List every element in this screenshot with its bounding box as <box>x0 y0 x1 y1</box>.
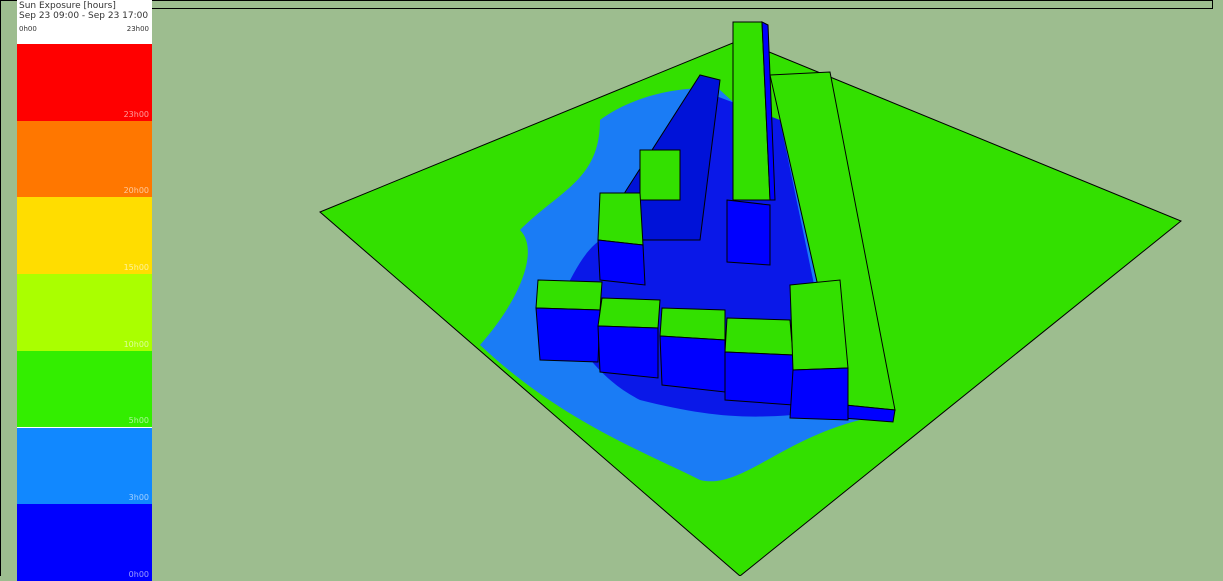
band-label: 23h00 <box>123 109 149 119</box>
legend-subtitle: Sep 23 09:00 - Sep 23 17:00 <box>19 11 149 21</box>
legend-band: 20h00 <box>17 120 152 198</box>
legend-band: 15h00 <box>17 197 152 275</box>
legend-panel: Sun Exposure [hours] Sep 23 09:00 - Sep … <box>17 0 152 581</box>
legend-range-start: 0h00 <box>19 25 37 33</box>
legend-title: Sun Exposure [hours] <box>19 1 116 11</box>
band-label: 3h00 <box>128 493 149 503</box>
legend-band: 10h00 <box>17 274 152 351</box>
band-label: 15h00 <box>123 263 149 273</box>
legend-band: 23h00 <box>17 44 152 121</box>
legend-band: 5h00 <box>17 350 152 428</box>
band-label: 20h00 <box>123 186 149 196</box>
legend-range-end: 23h00 <box>126 25 149 33</box>
band-label: 0h00 <box>128 569 149 579</box>
legend-band: 0h00 <box>17 504 152 581</box>
band-label: 5h00 <box>128 416 149 426</box>
band-label: 10h00 <box>123 339 149 349</box>
legend-band: 3h00 <box>17 427 152 505</box>
